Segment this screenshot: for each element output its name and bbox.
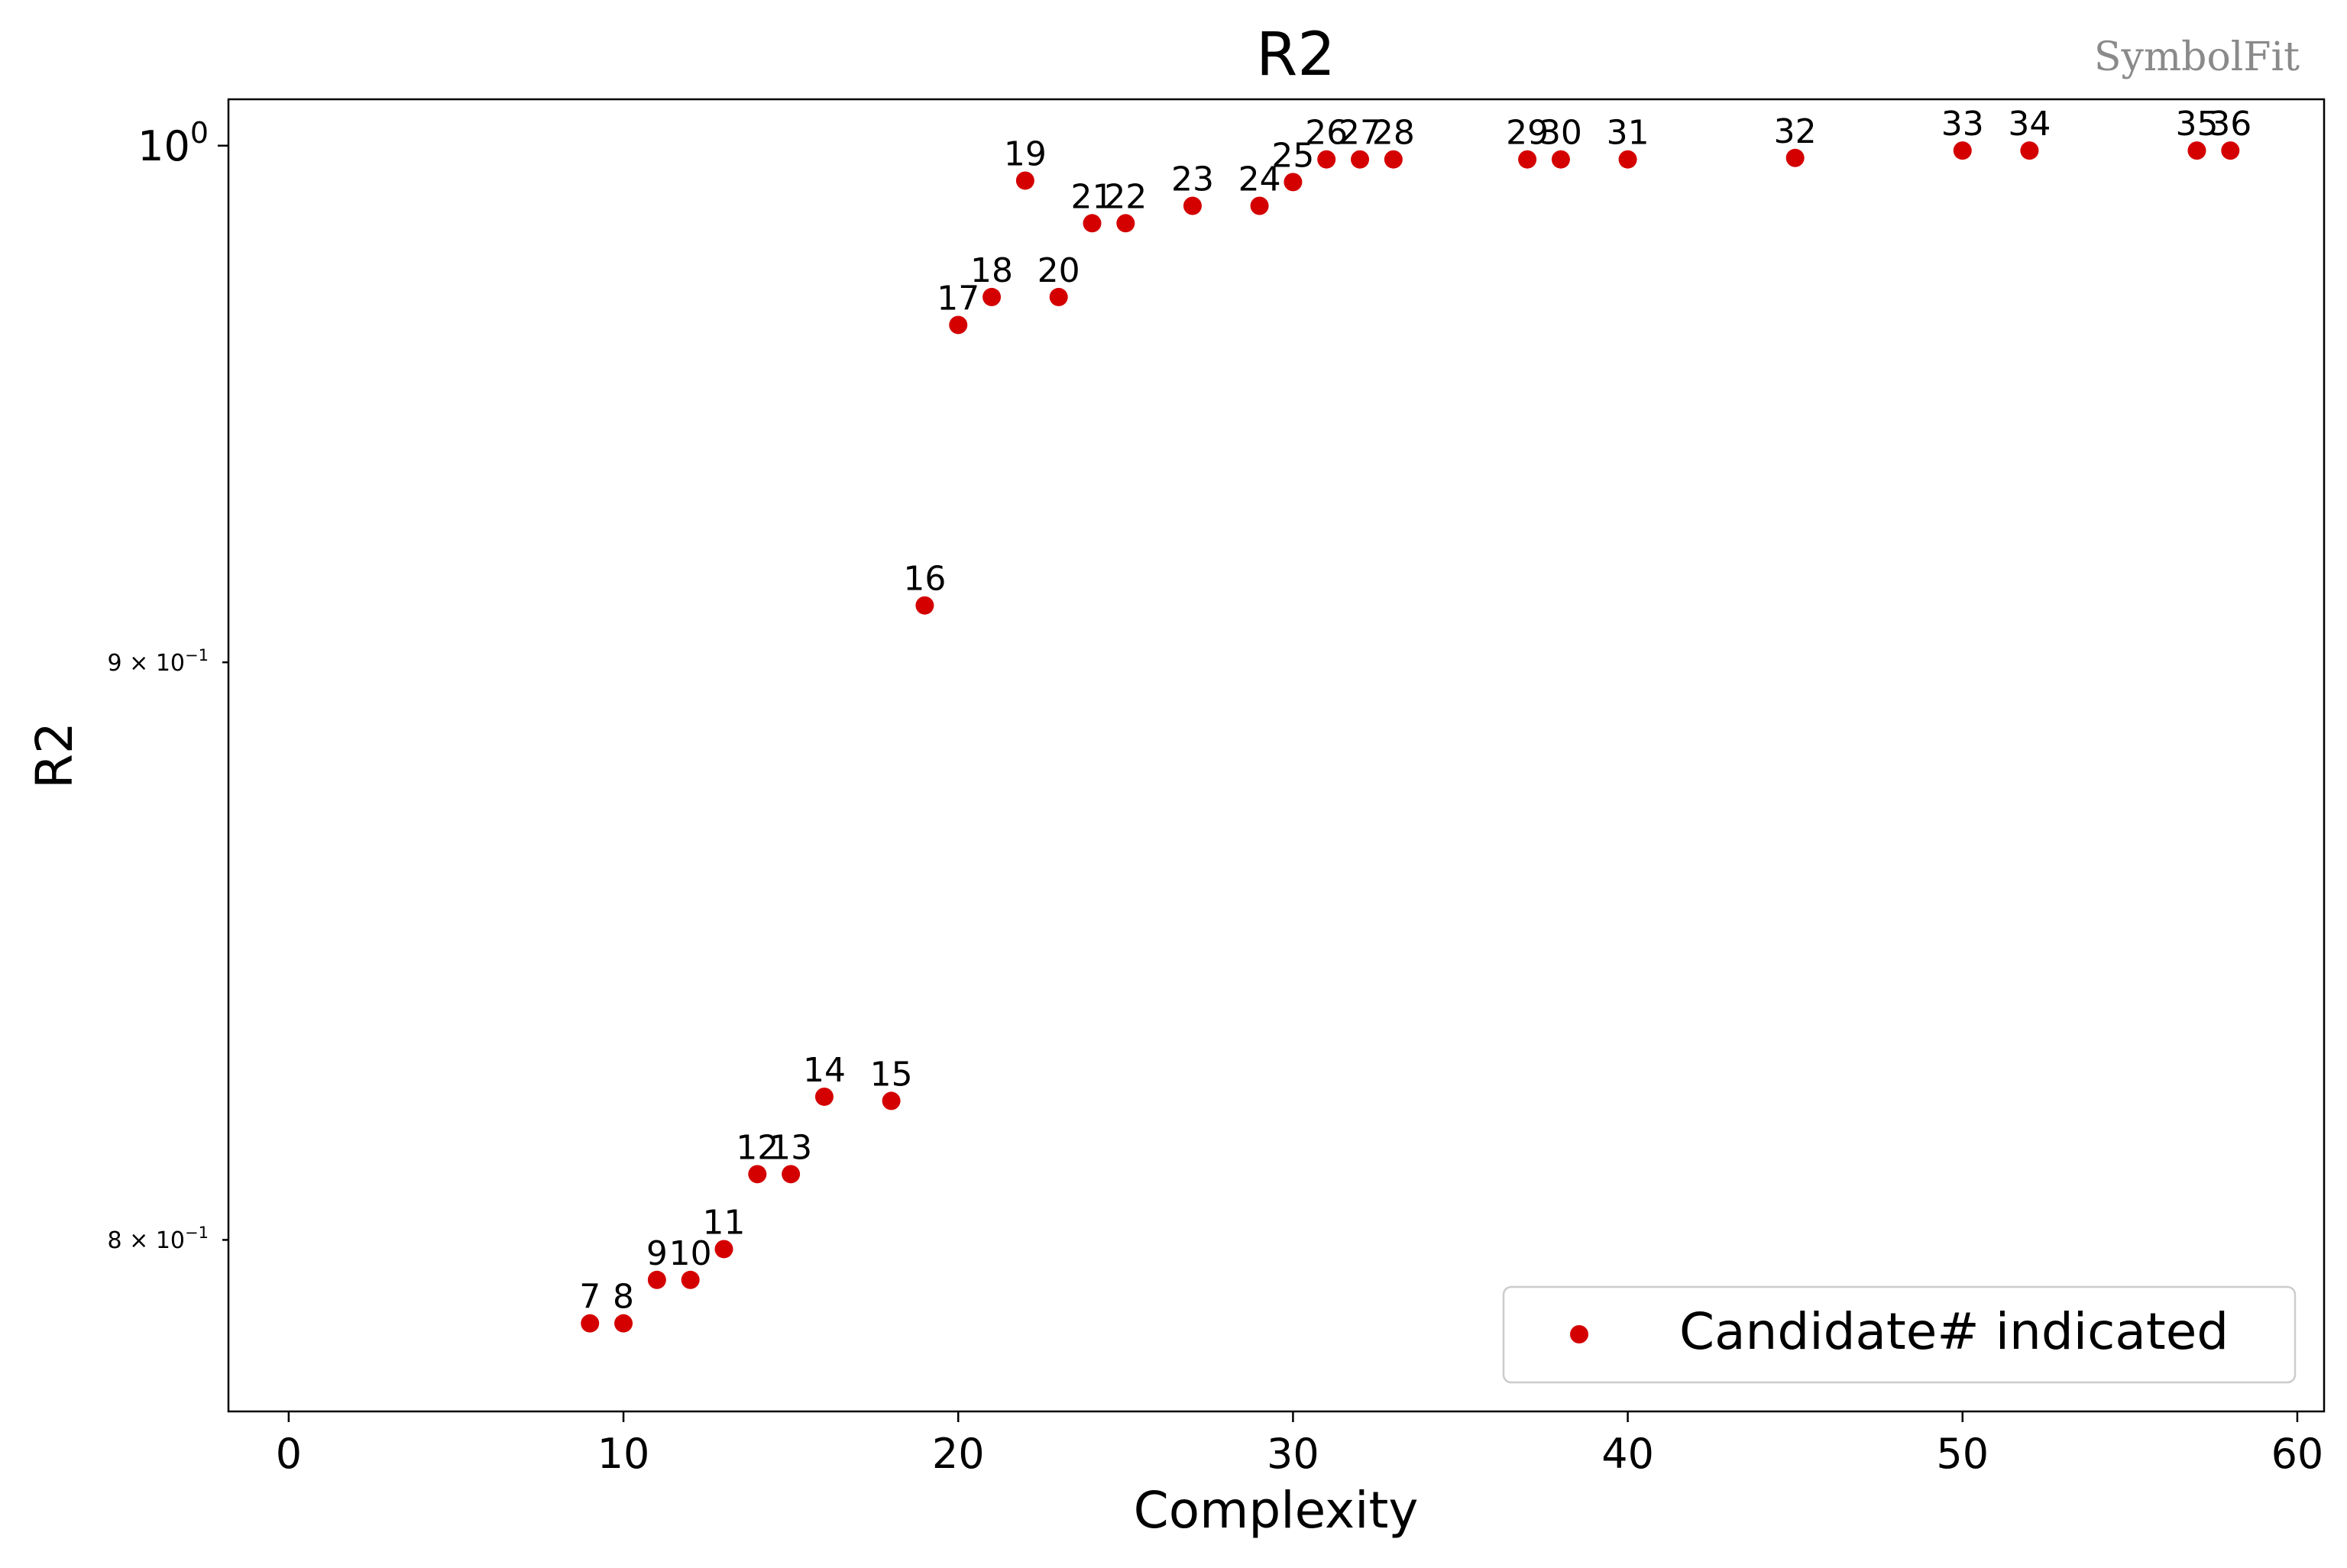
y-tick-label: 9 × 10−1: [108, 646, 209, 677]
data-label-9: 9: [646, 1234, 668, 1273]
data-label-31: 31: [1607, 114, 1649, 153]
x-tick-label: 0: [276, 1430, 302, 1478]
data-point-30: [1551, 150, 1570, 169]
data-label-11: 11: [703, 1203, 746, 1242]
data-label-18: 18: [970, 251, 1013, 290]
y-tick-label: 100: [138, 116, 209, 170]
data-label-10: 10: [669, 1234, 712, 1273]
y-tick-label-base: 8 × 10: [108, 1227, 185, 1254]
data-point-28: [1384, 150, 1403, 169]
data-points: [581, 141, 2240, 1333]
data-point-22: [1116, 214, 1135, 233]
data-label-35: 35: [2175, 105, 2218, 144]
data-point-17: [949, 315, 968, 335]
data-label-23: 23: [1171, 160, 1214, 199]
watermark-logo: SymbolFit: [2094, 34, 2300, 80]
data-point-36: [2221, 141, 2240, 160]
x-tick-label: 60: [2271, 1430, 2324, 1478]
data-point-23: [1183, 196, 1202, 215]
data-label-26: 26: [1305, 114, 1348, 153]
data-label-14: 14: [803, 1051, 846, 1090]
data-point-27: [1351, 150, 1370, 169]
x-axis-ticks: 0 10 20 30 40 50 60: [276, 1411, 2324, 1478]
y-tick-label-exponent: −1: [185, 1224, 209, 1242]
y-tick-label-base: 9 × 10: [108, 650, 185, 677]
data-point-35: [2187, 141, 2206, 160]
data-label-28: 28: [1372, 114, 1415, 153]
y-tick-label-base: 10: [138, 122, 190, 170]
data-label-30: 30: [1539, 114, 1582, 153]
legend: Candidate# indicated: [1502, 1285, 2297, 1384]
data-label-33: 33: [1941, 105, 1984, 144]
data-point-10: [681, 1270, 700, 1289]
data-label-21: 21: [1071, 177, 1114, 216]
y-tick-label-exponent: 0: [190, 116, 209, 150]
data-point-7: [581, 1314, 600, 1333]
data-point-16: [915, 596, 934, 615]
data-point-9: [647, 1270, 666, 1289]
y-tick-label: 8 × 10−1: [108, 1224, 209, 1254]
data-label-7: 7: [579, 1278, 601, 1317]
legend-box: [1502, 1285, 2297, 1384]
data-point-26: [1317, 150, 1336, 169]
legend-marker: [1570, 1325, 1588, 1343]
data-label-34: 34: [2008, 105, 2051, 144]
data-label-36: 36: [2209, 105, 2252, 144]
x-tick-label: 20: [932, 1430, 985, 1478]
data-point-29: [1518, 150, 1537, 169]
y-tick-label-exponent: −1: [185, 646, 209, 664]
data-label-22: 22: [1104, 177, 1147, 216]
data-point-32: [1785, 148, 1805, 167]
chart-title: R2: [1256, 21, 1335, 89]
data-point-31: [1618, 150, 1637, 169]
data-label-29: 29: [1506, 114, 1549, 153]
data-point-12: [748, 1165, 767, 1184]
data-label-24: 24: [1238, 160, 1281, 199]
data-label-17: 17: [937, 279, 979, 318]
data-point-18: [983, 287, 1002, 306]
x-tick-label: 50: [1936, 1430, 1989, 1478]
data-point-21: [1083, 214, 1102, 233]
data-label-16: 16: [903, 560, 946, 599]
data-point-8: [614, 1314, 633, 1333]
x-tick-label: 10: [597, 1430, 650, 1478]
data-label-8: 8: [613, 1278, 634, 1317]
data-label-20: 20: [1038, 251, 1080, 290]
data-point-11: [714, 1240, 733, 1259]
data-point-25: [1284, 173, 1303, 192]
data-label-25: 25: [1271, 136, 1314, 175]
y-axis-label: R2: [25, 722, 84, 789]
x-tick-label: 30: [1267, 1430, 1319, 1478]
data-label-15: 15: [870, 1055, 913, 1094]
plot-frame: [227, 98, 2326, 1413]
data-point-14: [814, 1087, 834, 1106]
data-label-12: 12: [736, 1128, 779, 1167]
x-tick-label: 40: [1601, 1430, 1654, 1478]
data-label-13: 13: [769, 1128, 812, 1167]
data-point-34: [2020, 141, 2039, 160]
data-point-15: [882, 1091, 901, 1111]
legend-label: Candidate# indicated: [1679, 1302, 2229, 1361]
data-point-19: [1015, 171, 1034, 190]
data-label-32: 32: [1774, 112, 1817, 151]
x-axis-label: Complexity: [1134, 1481, 1419, 1540]
data-point-20: [1049, 287, 1068, 306]
data-label-19: 19: [1004, 134, 1047, 173]
data-point-13: [782, 1165, 801, 1184]
data-point-24: [1250, 196, 1269, 215]
data-point-33: [1953, 141, 1972, 160]
data-label-27: 27: [1339, 114, 1381, 153]
